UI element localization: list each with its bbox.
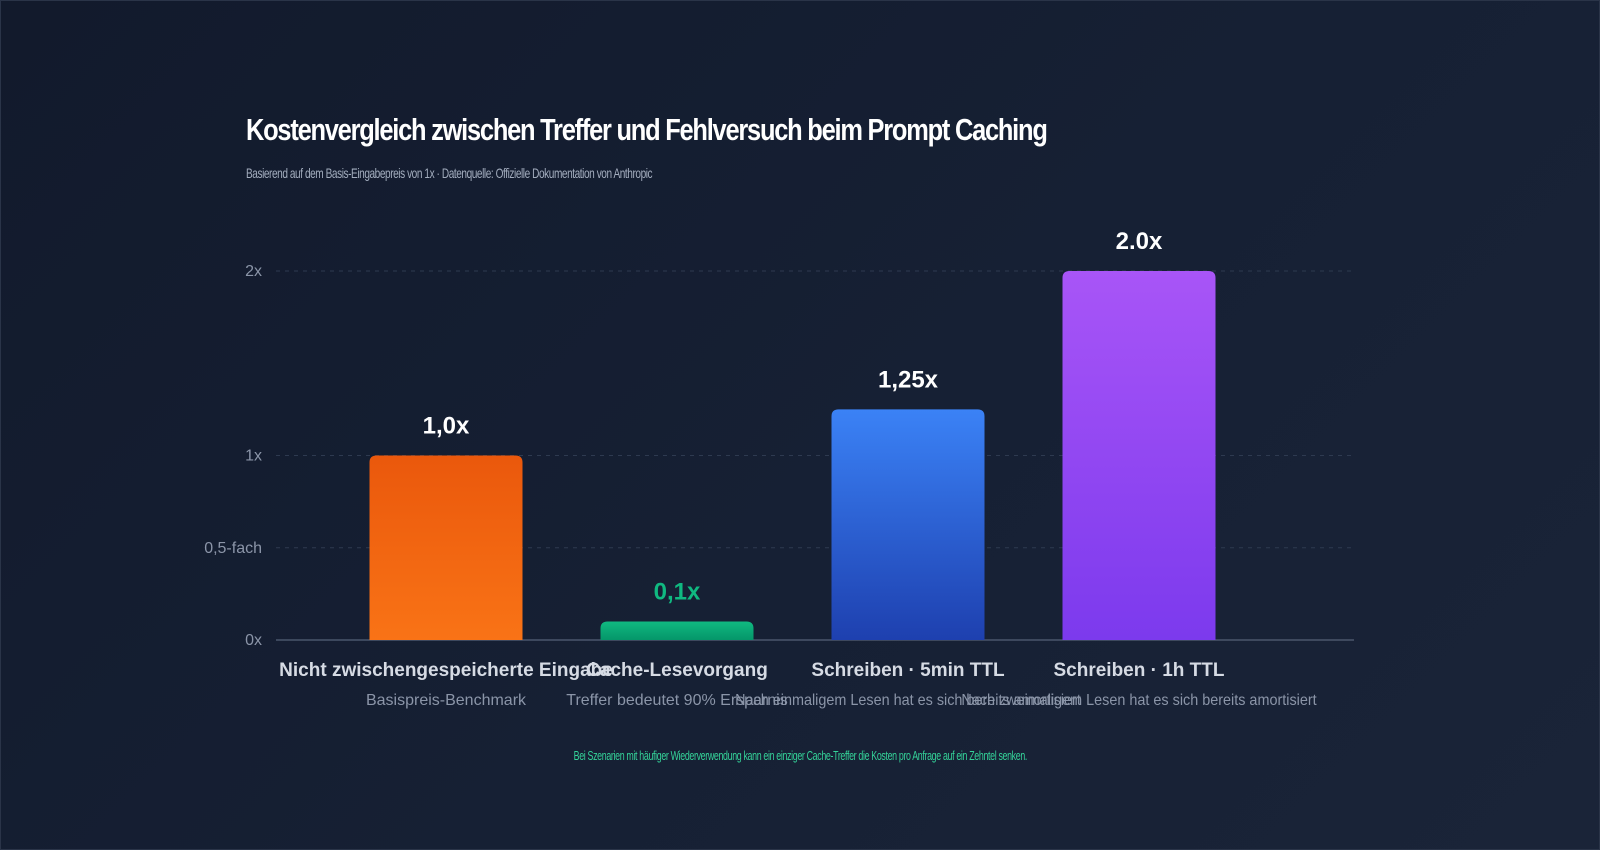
value-label: 0,1x	[654, 579, 701, 606]
category-sublabel: Treffer bedeutet 90% Ersparnis	[566, 692, 787, 709]
y-tick-label: 0,5-fach	[204, 540, 262, 557]
category-label: Schreiben · 5min TTL	[811, 660, 1005, 681]
category-sublabel: Nach zweimaligem Lesen hat es sich berei…	[961, 691, 1317, 709]
category-label: Nicht zwischengespeicherte Eingabe	[279, 660, 613, 681]
value-label: 2.0x	[1116, 228, 1163, 255]
category-sublabel: Nach einmaligem Lesen hat es sich bereit…	[735, 691, 1081, 709]
bar-1	[369, 455, 523, 640]
value-label: 1,0x	[423, 413, 470, 440]
bar-2	[600, 621, 754, 640]
value-label: 1,25x	[878, 366, 939, 393]
bar-4	[1062, 271, 1216, 640]
y-tick-label: 1x	[245, 448, 262, 465]
footnote: Bei Szenarien mit häufiger Wiederverwend…	[0, 748, 1600, 763]
category-label: Schreiben · 1h TTL	[1053, 660, 1224, 681]
chart-title: Kostenvergleich zwischen Treffer und Feh…	[246, 112, 1048, 147]
bars-layer	[369, 271, 1216, 640]
y-tick-label: 0x	[245, 632, 262, 649]
category-sublabel: Basispreis-Benchmark	[366, 692, 527, 709]
bar-3	[831, 409, 985, 640]
category-label: Cache-Lesevorgang	[586, 660, 768, 681]
chart-subtitle: Basierend auf dem Basis-Eingabepreis von…	[246, 165, 653, 181]
labels-layer: 0x 0,5-fach 1x 2x 1,0x Nicht zwischengespeich…	[204, 228, 1317, 709]
footnote-text: Bei Szenarien mit häufiger Wiederverwend…	[573, 748, 1027, 763]
y-tick-label: 2x	[245, 263, 262, 280]
